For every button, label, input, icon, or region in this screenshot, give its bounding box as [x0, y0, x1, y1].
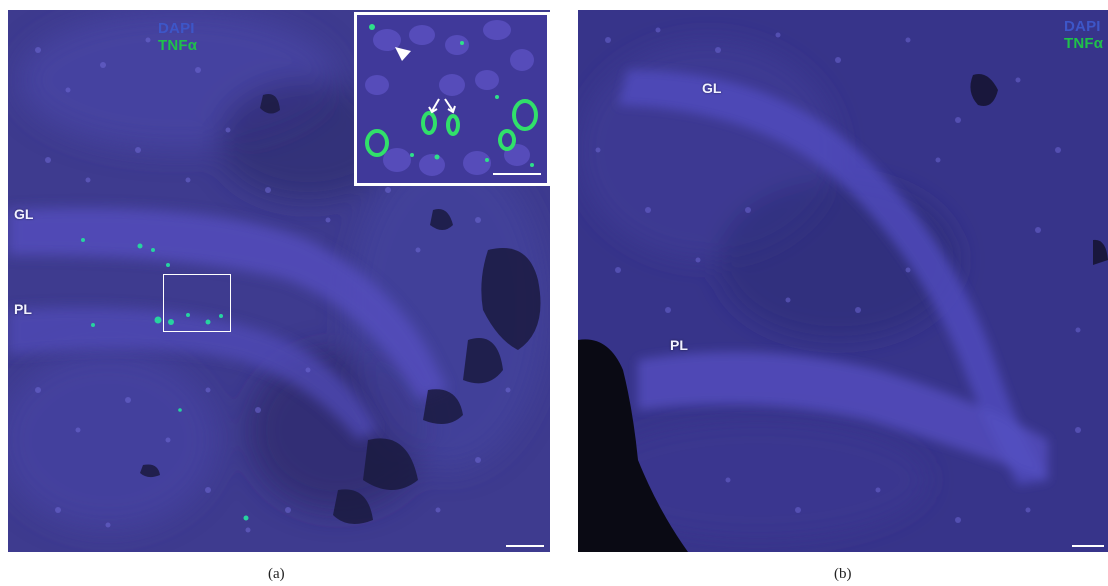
legend-tnf: TNFα — [1064, 35, 1104, 52]
label-granule-layer: GL — [14, 206, 34, 222]
micrograph-panel-a: DAPI TNFα GL PL — [8, 10, 550, 552]
inset-image — [357, 15, 547, 183]
caption-b: (b) — [834, 566, 852, 582]
zoom-inset — [354, 12, 550, 186]
micrograph-b-image — [578, 10, 1108, 552]
scale-bar-a — [506, 545, 544, 547]
roi-box — [163, 274, 231, 332]
label-pyramidal-layer: PL — [670, 337, 688, 353]
legend-dapi: DAPI — [158, 20, 195, 37]
legend-tnf: TNFα — [158, 37, 198, 54]
micrograph-panel-b: DAPI TNFα GL PL — [578, 10, 1108, 552]
legend-dapi: DAPI — [1064, 18, 1101, 35]
caption-a: (a) — [268, 566, 285, 582]
scale-bar-b — [1072, 545, 1104, 547]
label-granule-layer: GL — [702, 80, 722, 96]
label-pyramidal-layer: PL — [14, 301, 32, 317]
